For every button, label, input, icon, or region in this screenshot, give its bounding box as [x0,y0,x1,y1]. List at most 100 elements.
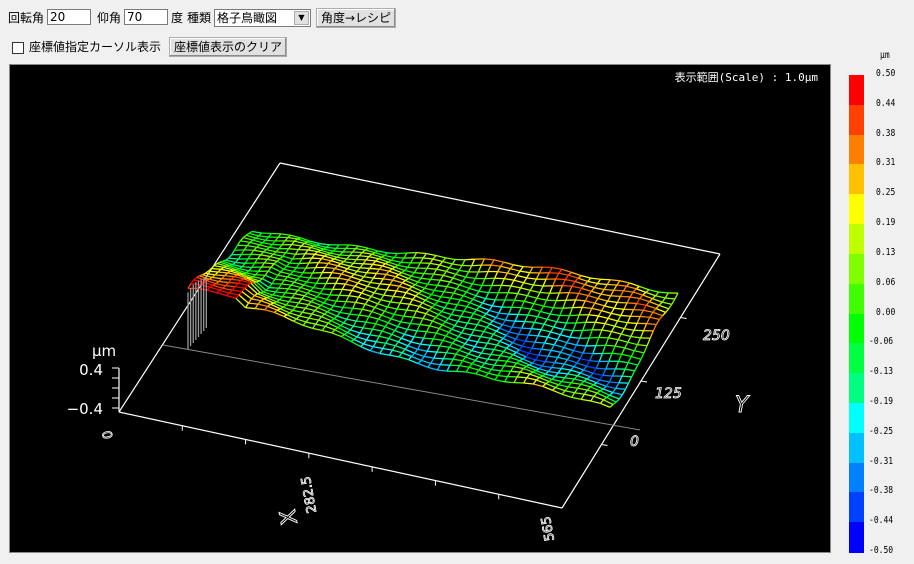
mesh-segment [458,346,463,351]
mesh-segment [325,277,330,284]
plot-area[interactable]: 表示範囲(Scale) : 1.0μm μm 0.4 −0.4 0 282.5 … [9,64,831,553]
mesh-segment [510,279,515,287]
angle-recipe-button[interactable]: 角度→レシピ [316,8,397,28]
mesh-segment [365,316,370,323]
mesh-segment [403,252,408,259]
mesh-segment [287,236,298,240]
mesh-segment [343,322,354,327]
mesh-segment [368,315,379,320]
mesh-segment [545,382,556,389]
mesh-segment [404,269,415,274]
cursor-checkbox[interactable] [12,42,24,54]
mesh-segment [612,391,623,396]
mesh-segment [378,330,383,337]
mesh-segment [274,311,285,318]
x-axis-label: X [276,508,303,527]
mesh-segment [338,277,349,281]
type-select[interactable]: 格子鳥瞰図 ▼ [214,9,311,27]
mesh-segment [426,252,437,257]
mesh-segment [344,279,349,285]
elevation-input[interactable] [124,9,168,25]
colorbar-segment [849,75,864,106]
mesh-segment [342,306,353,309]
rotation-input[interactable] [47,9,91,25]
mesh-segment [362,259,367,265]
mesh-segment [270,263,275,268]
mesh-segment [283,268,294,273]
mesh-segment [301,245,312,249]
mesh-segment [379,268,390,272]
mesh-segment [497,359,508,362]
mesh-segment [347,331,358,338]
mesh-segment [285,304,296,308]
mesh-segment [280,271,291,275]
mesh-segment [490,264,501,267]
box-left-edge [118,162,281,413]
mesh-segment [516,270,521,276]
mesh-segment [439,261,444,266]
mesh-segment [477,264,482,273]
mesh-segment [448,342,453,348]
mesh-segment [256,281,267,291]
mesh-segment [487,358,498,361]
mesh-segment [414,272,425,275]
mesh-segment [249,277,260,282]
mesh-segment [381,326,386,332]
chevron-down-icon[interactable]: ▼ [294,11,309,25]
mesh-segment [334,267,345,272]
mesh-segment [358,308,363,316]
mesh-segment [604,318,609,324]
mesh-segment [282,296,293,299]
mesh-segment [594,315,600,323]
mesh-segment [601,329,612,333]
mesh-segment [551,366,562,370]
mesh-segment [408,356,413,361]
mesh-segment [518,345,523,351]
mesh-segment [395,285,400,292]
mesh-segment [381,314,392,320]
mesh-segment [331,268,336,273]
mesh-segment [635,288,647,293]
mesh-segment [376,341,386,344]
mesh-segment [292,309,303,313]
mesh-segment [423,268,428,274]
mesh-segment [248,232,259,237]
mesh-segment [285,252,296,255]
y-tick-125: 125 [655,386,682,402]
mesh-segment [581,398,591,402]
mesh-segment [309,240,320,245]
mesh-segment [565,315,571,324]
mesh-segment [376,283,381,289]
mesh-segment [317,258,322,263]
mesh-segment [591,322,596,331]
mesh-segment [267,305,278,311]
mesh-segment [523,282,534,286]
mesh-segment [302,267,307,274]
mesh-segment [503,350,514,356]
mesh-segment [548,267,553,274]
mesh-segment [430,362,441,366]
clear-coords-button[interactable]: 座標値表示のクリア [169,37,288,57]
colorbar-label: -0.13 [869,366,894,378]
mesh-segment [391,259,402,263]
mesh-segment [477,341,488,344]
mesh-segment [475,295,486,300]
mesh-segment [190,279,195,285]
mesh-segment [572,344,578,351]
mesh-segment [587,290,592,296]
x-axis-line [118,411,563,509]
mesh-segment [589,353,594,362]
mesh-segment [542,375,553,380]
mesh-segment [429,258,434,264]
mesh-segment [440,279,451,283]
mesh-segment [601,323,606,331]
mesh-segment [430,278,441,281]
mesh-segment [554,361,565,365]
mesh-segment [502,324,513,328]
z-unit: μm [92,342,116,360]
mesh-segment [249,241,260,246]
mesh-segment [606,396,617,403]
mesh-segment [574,378,585,382]
mesh-segment [446,281,451,287]
mesh-segment [598,329,603,338]
